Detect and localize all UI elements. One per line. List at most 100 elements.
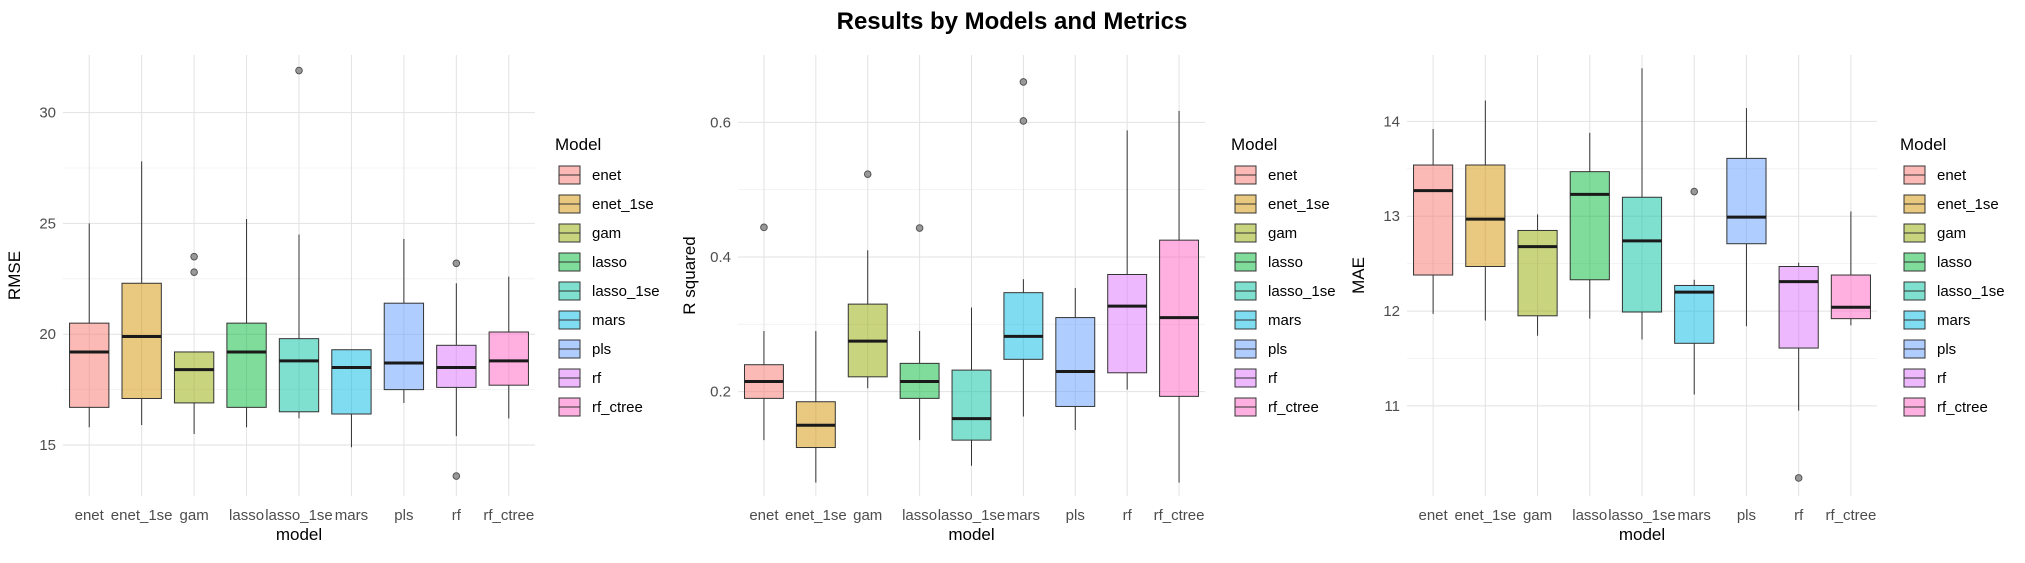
outlier-point bbox=[190, 252, 198, 261]
box-body bbox=[1726, 157, 1767, 245]
box-body bbox=[1465, 164, 1506, 267]
box-body bbox=[1621, 196, 1663, 313]
legend-label-rf_ctree: rf_ctree bbox=[592, 399, 643, 416]
legend-label-pls: pls bbox=[592, 341, 611, 358]
box-enet_1se bbox=[121, 161, 162, 426]
outlier-point bbox=[1019, 117, 1028, 125]
box-body bbox=[278, 338, 320, 413]
box-lasso bbox=[899, 224, 940, 441]
y-tick-label: 13 bbox=[1383, 208, 1400, 225]
figure-title: Results by Models and Metrics bbox=[837, 8, 1188, 35]
box-gam bbox=[1517, 214, 1558, 336]
outlier-point bbox=[1019, 78, 1028, 86]
x-axis-title: model bbox=[276, 525, 322, 544]
box-rf bbox=[1778, 262, 1819, 482]
x-tick-label: enet_1se bbox=[785, 507, 847, 524]
x-tick-label: rf_ctree bbox=[1154, 507, 1205, 524]
legend-label-lasso: lasso bbox=[592, 254, 627, 271]
legend-label-gam: gam bbox=[1268, 225, 1297, 242]
x-tick-label: enet_1se bbox=[1454, 507, 1516, 524]
y-axis-title: MAE bbox=[1349, 257, 1368, 294]
box-body bbox=[226, 322, 267, 408]
box-body bbox=[1413, 164, 1454, 276]
box-enet bbox=[1413, 128, 1454, 314]
y-axis-title: R squared bbox=[680, 236, 699, 314]
x-tick-label: lasso bbox=[229, 507, 264, 524]
x-tick-label: rf_ctree bbox=[1825, 507, 1876, 524]
x-tick-label: rf_ctree bbox=[483, 507, 534, 524]
box-body bbox=[1674, 284, 1715, 344]
x-tick-label: lasso_1se bbox=[265, 507, 333, 524]
legend-label-lasso: lasso bbox=[1937, 254, 1972, 271]
x-tick-label: mars bbox=[1007, 507, 1040, 524]
box-enet bbox=[69, 223, 110, 428]
y-tick-label: 0.2 bbox=[710, 384, 731, 401]
box-body bbox=[1569, 171, 1610, 281]
outlier-point bbox=[1794, 474, 1803, 482]
y-tick-label: 14 bbox=[1383, 113, 1400, 130]
x-tick-label: lasso_1se bbox=[938, 507, 1006, 524]
legend-title: Model bbox=[1900, 135, 1946, 154]
box-body bbox=[1055, 317, 1096, 407]
x-tick-label: gam bbox=[1523, 507, 1552, 524]
box-enet_1se bbox=[795, 331, 836, 483]
outlier-point bbox=[295, 66, 303, 75]
box-body bbox=[1107, 273, 1148, 374]
legend-label-mars: mars bbox=[592, 312, 625, 329]
legend-label-lasso_1se: lasso_1se bbox=[1268, 283, 1336, 300]
x-tick-label: enet_1se bbox=[111, 507, 173, 524]
x-tick-label: rf bbox=[1123, 507, 1133, 524]
box-rf_ctree bbox=[1159, 110, 1200, 483]
box-mars bbox=[1674, 187, 1715, 395]
box-rf_ctree bbox=[1830, 211, 1871, 326]
y-tick-label: 25 bbox=[39, 215, 56, 232]
legend-label-pls: pls bbox=[1268, 341, 1287, 358]
y-tick-label: 15 bbox=[39, 437, 56, 454]
box-lasso bbox=[226, 218, 267, 428]
legend-label-enet: enet bbox=[1937, 167, 1967, 184]
box-rf bbox=[1107, 130, 1148, 390]
box-body bbox=[383, 302, 425, 391]
x-tick-label: mars bbox=[1678, 507, 1711, 524]
box-body bbox=[173, 351, 215, 404]
legend-label-enet: enet bbox=[1268, 167, 1298, 184]
box-enet_1se bbox=[1465, 100, 1506, 321]
box-body bbox=[121, 282, 162, 399]
box-lasso_1se bbox=[1621, 68, 1663, 340]
x-axis-title: model bbox=[948, 525, 994, 544]
x-tick-label: rf bbox=[452, 507, 462, 524]
x-tick-label: pls bbox=[394, 507, 413, 524]
outlier-point bbox=[915, 224, 924, 232]
box-pls bbox=[1055, 287, 1096, 431]
y-tick-label: 11 bbox=[1384, 398, 1400, 415]
y-axis-title: RMSE bbox=[5, 251, 24, 300]
box-rf_ctree bbox=[488, 276, 529, 419]
box-body bbox=[1830, 274, 1871, 320]
legend-label-mars: mars bbox=[1268, 312, 1301, 329]
outlier-point bbox=[1690, 187, 1699, 196]
box-pls bbox=[1726, 108, 1767, 327]
outlier-point bbox=[863, 170, 872, 178]
legend-label-gam: gam bbox=[1937, 225, 1966, 242]
x-axis-title: model bbox=[1619, 525, 1665, 544]
box-mars bbox=[1003, 78, 1044, 417]
x-tick-label: enet bbox=[75, 507, 105, 524]
outlier-point bbox=[452, 472, 461, 480]
box-enet bbox=[743, 223, 784, 441]
legend-label-gam: gam bbox=[592, 225, 621, 242]
box-body bbox=[331, 349, 372, 415]
box-body bbox=[488, 331, 529, 386]
y-tick-label: 20 bbox=[39, 326, 56, 343]
legend-label-lasso_1se: lasso_1se bbox=[1937, 283, 2005, 300]
x-tick-label: pls bbox=[1737, 507, 1756, 524]
box-body bbox=[951, 369, 992, 441]
y-tick-label: 0.6 bbox=[710, 114, 731, 131]
